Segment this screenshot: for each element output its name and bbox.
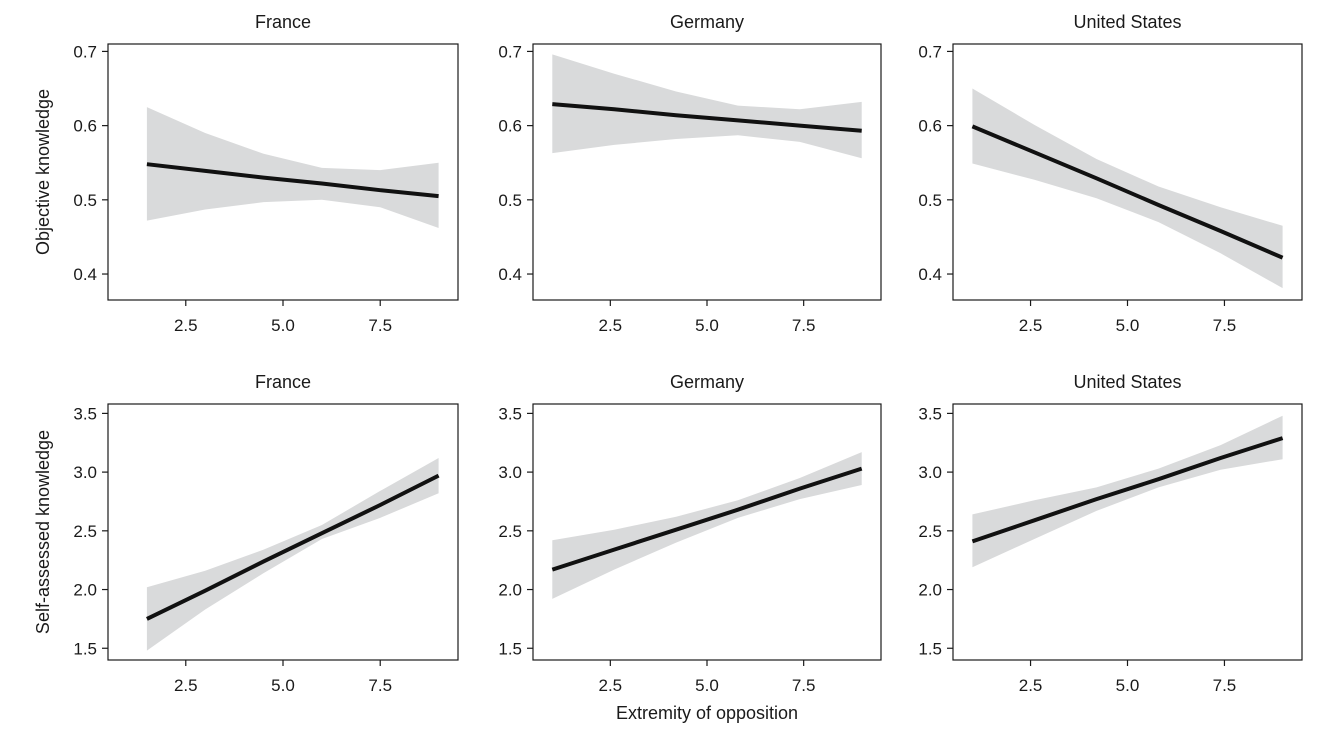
y-tick-label: 3.0 <box>73 463 97 482</box>
x-tick-label: 5.0 <box>1116 316 1140 335</box>
regression-line <box>971 124 1284 260</box>
y-tick-label: 0.5 <box>918 191 942 210</box>
regression-line <box>551 466 863 572</box>
regression-line <box>146 473 440 621</box>
y-tick-label: 0.5 <box>73 191 97 210</box>
panel-objective-germany: Germany 2.5 5.0 7.5 0.4 0.5 0.6 0.7 <box>498 12 882 335</box>
y-tick-label: 3.5 <box>918 404 942 423</box>
regression-line <box>552 102 862 133</box>
y-tick-label: 2.5 <box>918 522 942 541</box>
confidence-band <box>146 458 439 651</box>
panel-title: Germany <box>670 12 744 32</box>
x-tick-label: 7.5 <box>1213 676 1237 695</box>
x-tick-label: 2.5 <box>599 676 623 695</box>
panel-objective-united-states: United States 2.5 5.0 7.5 0.4 0.5 0.6 0.7 <box>918 12 1303 335</box>
x-tick-label: 7.5 <box>1213 316 1237 335</box>
y-tick-label: 3.0 <box>498 463 522 482</box>
x-tick-label: 5.0 <box>1116 676 1140 695</box>
y-tick-label: 3.5 <box>73 404 97 423</box>
y-tick-label: 1.5 <box>498 639 522 658</box>
confidence-band <box>972 415 1283 568</box>
x-tick-label: 2.5 <box>174 316 198 335</box>
regression-line <box>971 436 1284 544</box>
y-tick-label: 1.5 <box>73 639 97 658</box>
y-tick-label: 0.6 <box>73 117 97 136</box>
x-tick-label: 5.0 <box>271 676 295 695</box>
x-tick-label: 7.5 <box>368 676 392 695</box>
x-tick-label: 2.5 <box>174 676 198 695</box>
panel-self-assessed-germany: Germany 2.5 5.0 7.5 1.5 2.0 2.5 3.0 3.5 <box>498 372 882 695</box>
y-tick-label: 2.0 <box>73 581 97 600</box>
panel-self-assessed-france: France 2.5 5.0 7.5 1.5 2.0 2.5 3.0 3.5 <box>73 372 459 695</box>
y-tick-label: 2.5 <box>498 522 522 541</box>
panel-title: France <box>255 372 311 392</box>
y-tick-label: 0.4 <box>73 265 97 284</box>
y-tick-label: 0.4 <box>498 265 522 284</box>
y-tick-label: 0.7 <box>918 42 942 61</box>
panel-title: Germany <box>670 372 744 392</box>
y-axis-label: Self-assessed knowledge <box>33 430 53 634</box>
x-tick-label: 2.5 <box>1019 316 1043 335</box>
x-tick-label: 7.5 <box>368 316 392 335</box>
y-axis-label: Objective knowledge <box>33 89 53 255</box>
x-tick-label: 5.0 <box>695 316 719 335</box>
x-tick-label: 2.5 <box>1019 676 1043 695</box>
y-tick-label: 0.6 <box>498 117 522 136</box>
confidence-band <box>552 452 862 599</box>
x-axis-label: Extremity of opposition <box>616 703 798 723</box>
confidence-band <box>146 107 439 228</box>
regression-line <box>146 162 439 199</box>
y-tick-label: 3.0 <box>918 463 942 482</box>
x-tick-label: 2.5 <box>599 316 623 335</box>
x-tick-label: 5.0 <box>271 316 295 335</box>
x-tick-label: 7.5 <box>792 316 816 335</box>
panel-title: France <box>255 12 311 32</box>
confidence-band <box>552 54 862 159</box>
panel-title: United States <box>1073 12 1181 32</box>
confidence-band <box>972 88 1283 289</box>
y-tick-label: 2.0 <box>498 581 522 600</box>
y-tick-label: 0.7 <box>73 42 97 61</box>
plot-frame <box>532 403 882 661</box>
x-tick-label: 5.0 <box>695 676 719 695</box>
y-tick-label: 2.0 <box>918 581 942 600</box>
panel-title: United States <box>1073 372 1181 392</box>
x-tick-label: 7.5 <box>792 676 816 695</box>
y-tick-label: 0.6 <box>918 117 942 136</box>
y-tick-label: 0.5 <box>498 191 522 210</box>
y-tick-label: 0.4 <box>918 265 942 284</box>
panel-objective-france: France 2.5 5.0 7.5 0.4 0.5 0.6 0.7 <box>73 12 459 335</box>
y-tick-label: 3.5 <box>498 404 522 423</box>
panel-self-assessed-united-states: United States 2.5 5.0 7.5 1.5 2.0 2.5 3.0 3.5 <box>918 372 1303 695</box>
y-tick-label: 1.5 <box>918 639 942 658</box>
y-tick-label: 0.7 <box>498 42 522 61</box>
y-tick-label: 2.5 <box>73 522 97 541</box>
